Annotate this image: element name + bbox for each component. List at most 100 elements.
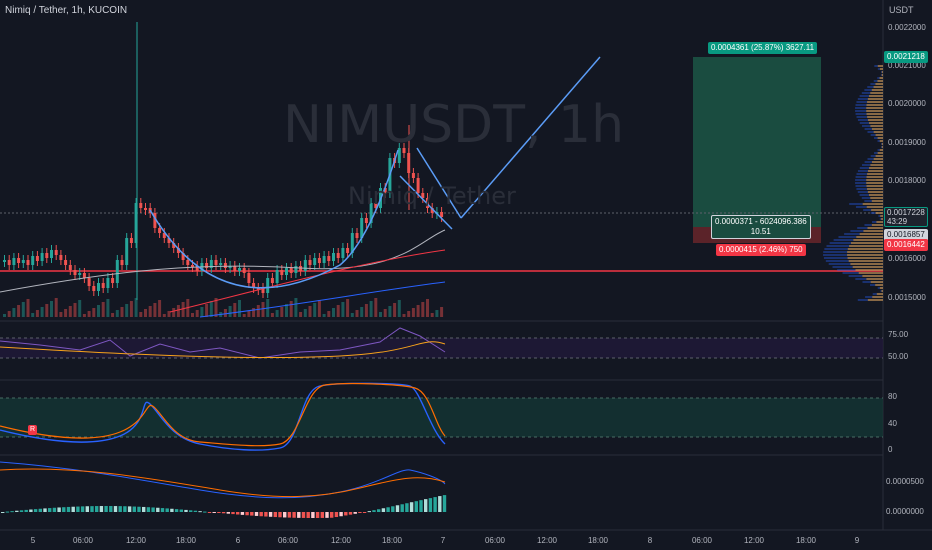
candle-body — [346, 248, 350, 253]
profile-bar-up — [871, 224, 883, 226]
volume-bar — [87, 311, 91, 317]
volume-bar — [261, 302, 265, 317]
volume-bar — [101, 302, 105, 317]
profile-bar-up — [858, 272, 883, 274]
candle-body — [172, 243, 176, 248]
macd-hist-bar — [137, 506, 141, 512]
volume-bar — [120, 307, 124, 317]
time-axis-label: 06:00 — [72, 536, 94, 545]
time-axis-label: 06:00 — [691, 536, 713, 545]
profit-zone[interactable] — [693, 57, 821, 227]
volume-bar — [54, 298, 58, 317]
macd-hist-bar — [189, 510, 193, 512]
volume-bar — [317, 300, 321, 317]
profile-bar-up — [856, 236, 883, 238]
rsi-axis-75: 75.00 — [888, 330, 909, 339]
candle-body — [285, 268, 288, 275]
volume-bar — [313, 303, 317, 317]
volume-bar — [341, 302, 345, 317]
profile-bar-up — [868, 95, 883, 97]
candle-body — [125, 238, 129, 265]
volume-bar — [82, 314, 86, 317]
macd-hist-bar — [10, 511, 14, 513]
description-watermark: Nimiq / Tether — [348, 182, 516, 210]
candle-body — [369, 203, 373, 223]
volume-bar — [332, 308, 335, 317]
candle-body — [313, 258, 317, 265]
candle-body — [402, 148, 406, 153]
volume-bar — [252, 308, 256, 317]
macd-hist-bar — [419, 500, 423, 512]
candle-body — [327, 256, 331, 261]
candle-body — [336, 253, 340, 258]
macd-hist-bar — [123, 506, 127, 512]
bar-countdown: 43:29 — [887, 217, 908, 226]
profile-bar-up — [881, 143, 883, 145]
macd-hist-bar — [400, 504, 404, 512]
volume-bar — [144, 309, 147, 317]
handle-line-upper[interactable] — [416, 147, 462, 219]
candle-body — [7, 260, 11, 265]
macd-hist-bar — [212, 512, 216, 513]
profile-bar-up — [881, 71, 883, 73]
profile-bar-up — [875, 155, 883, 157]
volume-bar — [275, 310, 279, 317]
handle-line-lower[interactable] — [399, 175, 453, 230]
macd-line — [0, 461, 446, 499]
macd-hist-bar — [428, 498, 433, 512]
candle-body — [238, 268, 241, 271]
target-projection-line[interactable] — [460, 56, 601, 219]
macd-hist-bar — [377, 509, 381, 512]
stoch-k-line — [0, 382, 446, 451]
candlestick-series[interactable] — [3, 22, 444, 300]
profile-bar-up — [862, 203, 883, 205]
macd-hist-bar — [132, 506, 136, 512]
volume-bar — [7, 311, 11, 317]
candle-body — [21, 260, 25, 263]
volume-bar — [416, 305, 420, 317]
candle-body — [364, 218, 368, 223]
macd-hist-bar — [160, 508, 165, 512]
candle-body — [181, 253, 185, 260]
macd-hist-bar — [146, 507, 151, 512]
macd-hist-bar — [62, 507, 66, 512]
time-axis-label: 8 — [647, 536, 653, 545]
volume-bar — [134, 298, 138, 317]
profile-bar-up — [847, 248, 883, 250]
time-axis-label: 18:00 — [175, 536, 197, 545]
profile-bar-up — [873, 158, 883, 160]
stop-label[interactable]: 0.0000415 (2.46%) 750 — [716, 244, 806, 256]
macd-hist-bar — [99, 506, 104, 512]
macd-hist-bar — [66, 506, 71, 512]
volume-bar — [303, 309, 307, 317]
profile-bar-up — [871, 128, 883, 130]
profit-label[interactable]: 0.0004361 (25.87%) 3627.11 — [708, 42, 818, 54]
candle-body — [35, 256, 39, 261]
volume-bar — [430, 313, 434, 317]
candle-body — [12, 258, 16, 265]
entry-label[interactable]: 0.0000371 - 6024096.386 10.51 — [711, 215, 811, 239]
candle-body — [54, 250, 58, 255]
profile-bar-up — [866, 104, 883, 106]
volume-bar — [233, 303, 237, 317]
symbol-title[interactable]: Nimiq / Tether, 1h, KUCOIN — [5, 5, 128, 16]
profile-bar-up — [867, 173, 883, 175]
time-axis-label: 7 — [440, 536, 446, 545]
candle-body — [256, 288, 260, 290]
macd-hist-bar — [207, 512, 212, 513]
volume-bar — [289, 301, 293, 317]
macd-hist-bar — [268, 512, 273, 517]
macd-hist-bar — [57, 507, 61, 512]
macd-hist-bar — [85, 506, 89, 512]
time-axis-label: 9 — [854, 536, 860, 545]
candle-body — [45, 253, 49, 258]
volume-bar — [294, 298, 298, 317]
macd-hist-bar — [38, 508, 42, 512]
macd-hist-bar — [367, 511, 371, 513]
macd-hist-bar — [109, 506, 113, 512]
profile-bar-up — [881, 290, 883, 292]
profile-bar-up — [847, 251, 883, 253]
entry-label-line1: 0.0000371 - 6024096.386 — [715, 217, 807, 226]
cup-curve-drawing[interactable] — [149, 149, 399, 289]
